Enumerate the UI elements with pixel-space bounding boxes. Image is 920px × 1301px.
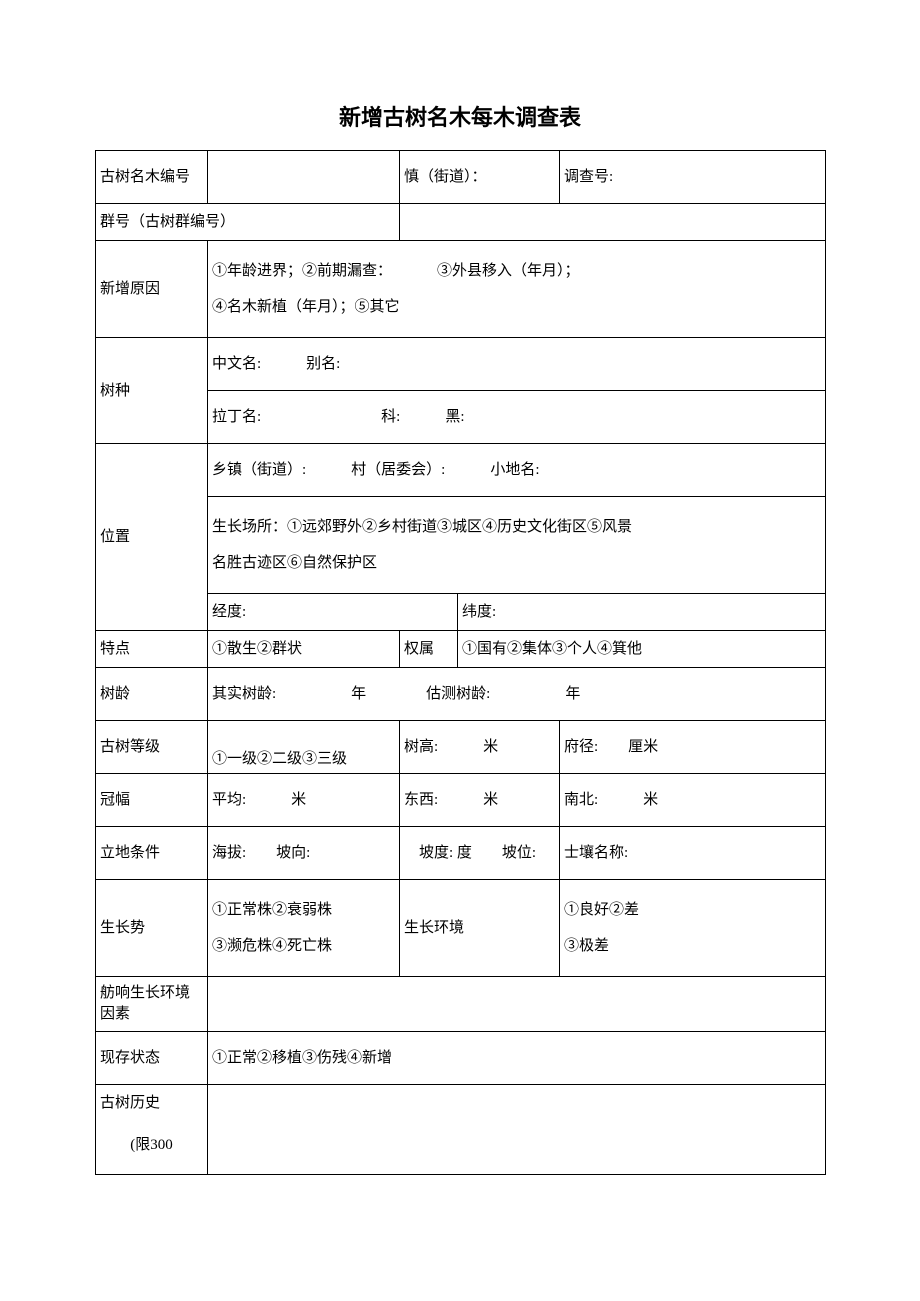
site-elevation[interactable]: 海拔: 坡向: <box>208 827 400 880</box>
env-options[interactable]: ①良好②差 ③极差 <box>560 880 826 977</box>
history-value[interactable] <box>208 1085 826 1175</box>
species-names[interactable]: 中文名: 别名: <box>208 338 826 391</box>
site-slope[interactable]: 坡度: 度 坡位: <box>400 827 560 880</box>
survey-table: 古树名木编号 慎（街道）： 调查号: 群号（古树群编号） 新增原因 ①年龄进界；… <box>95 150 826 1175</box>
grade-label: 古树等级 <box>96 721 208 774</box>
location-place-type[interactable]: 生长场所：①远郊野外②乡村街道③城区④历史文化街区⑤风景 名胜古迹区⑥自然保护区 <box>208 497 826 594</box>
age-label: 树龄 <box>96 668 208 721</box>
group-label: 群号（古树群编号） <box>96 204 400 241</box>
location-label: 位置 <box>96 444 208 631</box>
longitude[interactable]: 经度: <box>208 594 458 631</box>
crown-ew[interactable]: 东西: 米 <box>400 774 560 827</box>
age-content[interactable]: 其实树龄: 年 估测树龄: 年 <box>208 668 826 721</box>
reason-label: 新增原因 <box>96 241 208 338</box>
town-label[interactable]: 慎（街道）： <box>400 151 560 204</box>
env-label: 生长环境 <box>400 880 560 977</box>
location-village[interactable]: 乡镇（街道）: 村（居委会）: 小地名: <box>208 444 826 497</box>
survey-no-label[interactable]: 调查号: <box>560 151 826 204</box>
crown-ns[interactable]: 南北: 米 <box>560 774 826 827</box>
crown-label: 冠幅 <box>96 774 208 827</box>
grade-options[interactable]: ①一级②二级③三级 <box>208 721 400 774</box>
tree-diameter[interactable]: 府径: 厘米 <box>560 721 826 774</box>
latitude[interactable]: 纬度: <box>458 594 826 631</box>
ownership-label: 权属 <box>400 631 458 668</box>
page-title: 新增古树名木每木调查表 <box>95 100 825 132</box>
status-label: 现存状态 <box>96 1032 208 1085</box>
site-soil[interactable]: 士壤名称: <box>560 827 826 880</box>
crown-avg[interactable]: 平均: 米 <box>208 774 400 827</box>
group-value[interactable] <box>400 204 826 241</box>
feature-options[interactable]: ①散生②群状 <box>208 631 400 668</box>
factors-label: 舫响生长环境因素 <box>96 977 208 1032</box>
site-label: 立地条件 <box>96 827 208 880</box>
history-label: 古树历史 (限300 <box>96 1085 208 1175</box>
status-options[interactable]: ①正常②移植③伤残④新增 <box>208 1032 826 1085</box>
factors-value[interactable] <box>208 977 826 1032</box>
code-label: 古树名木编号 <box>96 151 208 204</box>
vigor-options[interactable]: ①正常株②衰弱株 ③濒危株④死亡株 <box>208 880 400 977</box>
tree-height[interactable]: 树高: 米 <box>400 721 560 774</box>
vigor-label: 生长势 <box>96 880 208 977</box>
ownership-options[interactable]: ①国有②集体③个人④箕他 <box>458 631 826 668</box>
reason-options[interactable]: ①年龄进界；②前期漏查： ③外县移入（年月）； ④名木新植（年月）；⑤其它 <box>208 241 826 338</box>
code-value[interactable] <box>208 151 400 204</box>
species-label: 树种 <box>96 338 208 444</box>
species-latin[interactable]: 拉丁名: 科: 黑: <box>208 391 826 444</box>
feature-label: 特点 <box>96 631 208 668</box>
